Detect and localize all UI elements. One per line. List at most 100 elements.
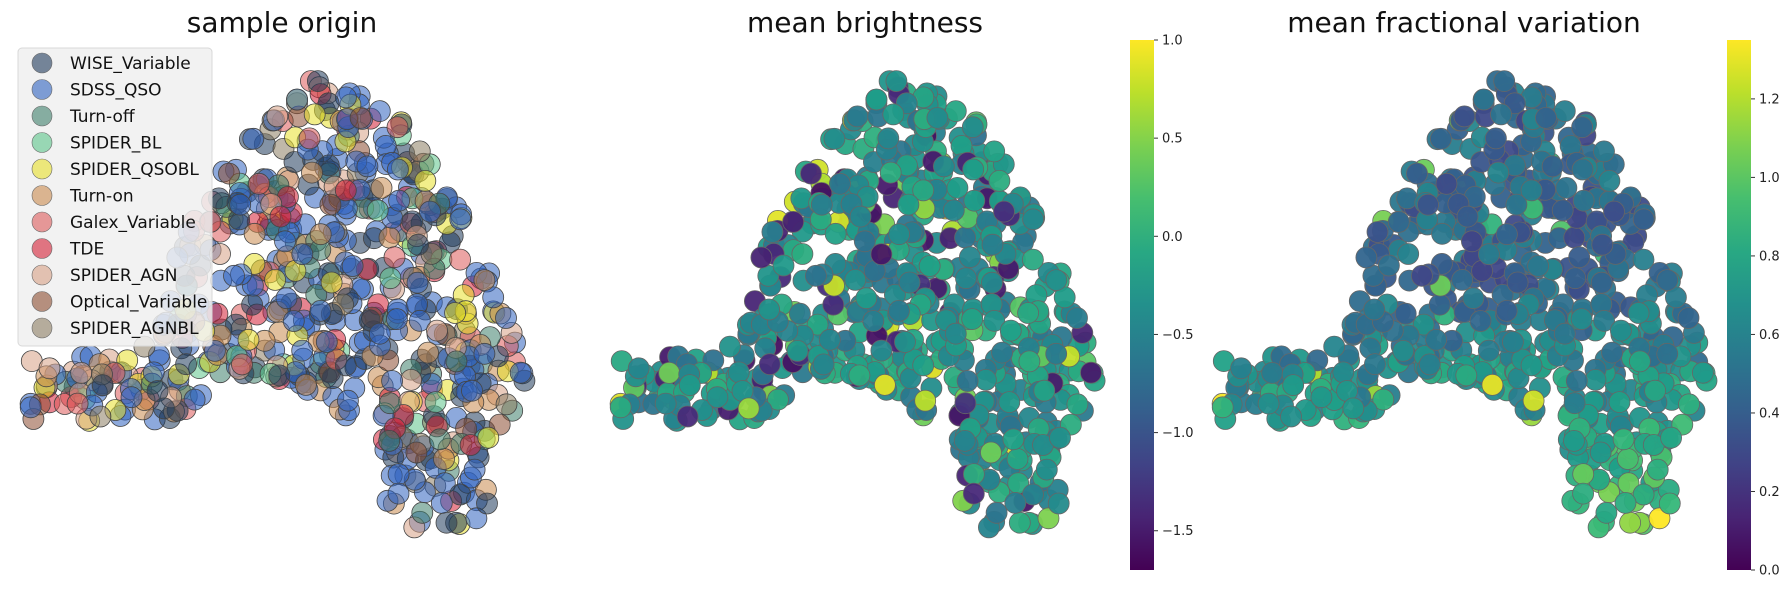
data-point bbox=[897, 193, 920, 216]
data-point bbox=[1571, 116, 1593, 139]
data-point bbox=[791, 243, 814, 265]
data-point bbox=[414, 169, 437, 192]
data-point bbox=[1520, 179, 1543, 202]
data-point bbox=[387, 463, 410, 486]
data-point bbox=[944, 322, 967, 345]
data-point bbox=[888, 223, 910, 246]
data-point bbox=[405, 441, 428, 464]
data-point bbox=[1392, 339, 1415, 362]
data-point bbox=[473, 269, 496, 292]
data-point bbox=[1584, 368, 1607, 391]
data-point bbox=[975, 368, 997, 391]
data-point bbox=[1570, 308, 1593, 331]
data-point bbox=[1004, 491, 1027, 514]
data-point bbox=[865, 88, 888, 111]
data-point bbox=[1658, 492, 1681, 515]
data-point bbox=[1616, 448, 1639, 470]
colorbar-gradient bbox=[1130, 40, 1154, 570]
data-point bbox=[248, 172, 270, 195]
title-mean-brightness: mean brightness bbox=[747, 6, 983, 39]
colorbar-tick-label: 0.2 bbox=[1759, 485, 1780, 500]
data-point bbox=[495, 307, 517, 329]
data-point bbox=[1394, 302, 1417, 325]
data-point bbox=[789, 302, 811, 325]
data-point bbox=[1261, 361, 1284, 384]
data-point bbox=[1411, 264, 1433, 287]
data-point bbox=[1593, 140, 1615, 163]
data-point bbox=[877, 127, 900, 150]
data-point bbox=[772, 254, 795, 277]
data-point bbox=[1590, 271, 1613, 294]
data-point bbox=[1280, 405, 1302, 428]
data-point bbox=[790, 187, 813, 210]
panel-sample-origin: sample origin WISE_Variable SDSS_QSO Turn-… bbox=[17, 6, 536, 539]
data-point bbox=[408, 309, 431, 332]
data-point bbox=[1006, 448, 1029, 470]
data-point bbox=[1553, 322, 1576, 345]
data-point bbox=[1644, 379, 1666, 402]
data-point bbox=[862, 310, 885, 332]
title-mean-fractional-variation: mean fractional variation bbox=[1287, 6, 1641, 39]
data-point bbox=[320, 271, 343, 294]
data-point bbox=[962, 482, 985, 505]
data-point bbox=[1481, 373, 1504, 396]
data-point bbox=[1541, 155, 1564, 178]
data-point bbox=[758, 353, 781, 376]
data-point bbox=[406, 271, 429, 294]
data-point bbox=[1678, 393, 1700, 416]
legend-marker bbox=[31, 291, 53, 312]
data-point bbox=[334, 354, 357, 377]
data-point bbox=[509, 361, 532, 384]
data-point bbox=[120, 386, 143, 409]
data-point bbox=[1022, 483, 1044, 506]
panel-mean-fractional-variation: mean fractional variation 1.2 1.0 0.8 0.6 0.… bbox=[1211, 6, 1780, 579]
data-point bbox=[658, 361, 681, 384]
data-point bbox=[800, 162, 822, 185]
legend-label: SPIDER_AGNBL bbox=[70, 319, 199, 339]
data-point bbox=[1342, 397, 1365, 420]
colorbar-mean-fractional-variation: 1.2 1.0 0.8 0.6 0.4 0.2 0.0 bbox=[1727, 40, 1780, 579]
data-point bbox=[1493, 70, 1516, 92]
legend-marker bbox=[31, 79, 53, 100]
data-point bbox=[241, 293, 264, 316]
data-point bbox=[767, 388, 789, 411]
data-point bbox=[426, 319, 448, 342]
data-point bbox=[449, 208, 472, 231]
data-point bbox=[368, 322, 391, 345]
data-point bbox=[1418, 353, 1441, 376]
legend-box bbox=[17, 47, 213, 347]
data-point bbox=[1505, 193, 1528, 216]
data-point bbox=[1677, 307, 1700, 329]
data-point bbox=[291, 243, 314, 266]
data-point bbox=[1610, 319, 1632, 342]
colorbar-tick-label: 0.4 bbox=[1759, 406, 1780, 421]
data-point bbox=[411, 501, 434, 524]
data-point bbox=[1066, 307, 1088, 329]
data-point bbox=[999, 319, 1022, 342]
data-point bbox=[1603, 200, 1625, 223]
data-point bbox=[383, 246, 406, 269]
data-point bbox=[1431, 222, 1453, 245]
data-point bbox=[66, 392, 89, 415]
data-point bbox=[962, 158, 985, 181]
data-point bbox=[1033, 379, 1056, 402]
data-point bbox=[1417, 193, 1439, 216]
data-point bbox=[1660, 426, 1682, 449]
data-point bbox=[1430, 127, 1452, 150]
data-point bbox=[954, 226, 976, 249]
data-point bbox=[933, 155, 955, 178]
data-point bbox=[1428, 293, 1451, 316]
data-point bbox=[1572, 463, 1595, 486]
data-point bbox=[1455, 364, 1478, 387]
legend-label: Turn-off bbox=[69, 107, 136, 127]
data-point bbox=[1608, 391, 1631, 414]
data-point bbox=[676, 405, 699, 428]
colorbar-tick-label: 0.5 bbox=[1162, 132, 1183, 147]
colorbar-tick-label: 0.8 bbox=[1759, 249, 1780, 264]
data-point bbox=[1282, 374, 1305, 397]
data-point bbox=[727, 361, 750, 384]
data-point bbox=[1656, 342, 1679, 365]
data-point bbox=[444, 302, 467, 324]
data-point bbox=[242, 127, 265, 150]
data-point bbox=[1551, 199, 1574, 222]
